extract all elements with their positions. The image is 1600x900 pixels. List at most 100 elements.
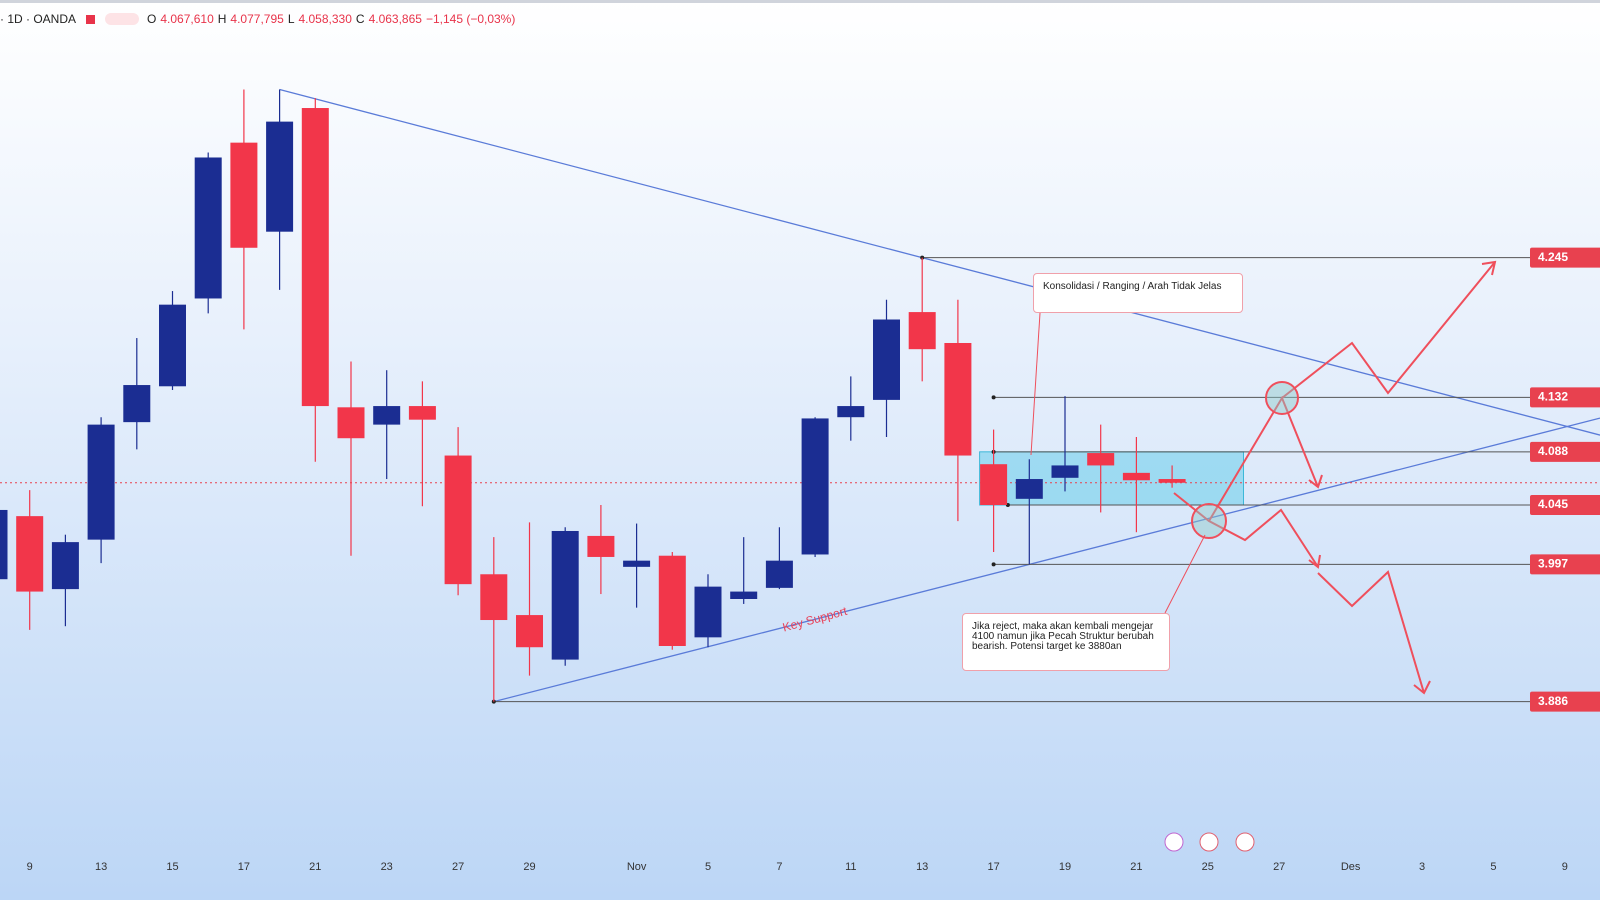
candle-body bbox=[623, 560, 651, 567]
x-tick-label: 27 bbox=[1273, 861, 1285, 873]
candle-body bbox=[373, 406, 401, 425]
level-tag bbox=[1530, 554, 1600, 575]
x-tick-label: 15 bbox=[166, 861, 178, 873]
x-tick-label: 27 bbox=[452, 861, 464, 873]
candle-body bbox=[1015, 479, 1043, 499]
candle-body bbox=[658, 555, 686, 646]
x-tick-label: 13 bbox=[916, 861, 928, 873]
ohlc-value: 4.058,330 bbox=[298, 12, 352, 26]
symbol-header: · 1D · OANDA O 4.067,610 H 4.077,795 L 4.05… bbox=[0, 12, 515, 26]
candle-body bbox=[837, 406, 865, 418]
event-icon bbox=[1164, 832, 1184, 852]
marker-circle bbox=[1265, 381, 1299, 415]
candle-body bbox=[51, 542, 79, 590]
candle-body bbox=[159, 304, 186, 387]
x-tick-label: 9 bbox=[27, 861, 33, 873]
arrow-head bbox=[1308, 554, 1321, 569]
projection bbox=[1030, 260, 1497, 695]
candle-body bbox=[551, 530, 579, 660]
status-pill bbox=[105, 13, 140, 25]
candle-body bbox=[337, 407, 365, 439]
flag-icon bbox=[86, 14, 96, 24]
event-icon bbox=[1235, 832, 1255, 852]
level-tag bbox=[1530, 387, 1600, 408]
arrow-head bbox=[1481, 260, 1497, 276]
note-connector bbox=[1164, 534, 1206, 614]
candle-body bbox=[908, 312, 936, 350]
level-label: 3.886 bbox=[1538, 694, 1568, 708]
arrow-head bbox=[1308, 474, 1323, 489]
candle-body bbox=[944, 342, 972, 456]
x-tick-label: 25 bbox=[1202, 861, 1214, 873]
x-tick-label: 23 bbox=[381, 861, 393, 873]
candle-body bbox=[480, 574, 508, 621]
candle-body bbox=[266, 121, 294, 232]
annotation-box: Konsolidasi / Ranging / Arah Tidak Jelas bbox=[1033, 273, 1243, 313]
candle-body bbox=[873, 319, 900, 400]
level-tag bbox=[1530, 247, 1600, 268]
candle-body bbox=[587, 535, 615, 557]
x-tick-label: 9 bbox=[1562, 861, 1568, 873]
candle-body bbox=[194, 157, 222, 299]
plot: 4.245 4.132 4.088 4.045 3.997 3.886 bbox=[0, 88, 1600, 712]
icons bbox=[1164, 832, 1255, 852]
ohlc-label: O bbox=[147, 12, 157, 26]
candle-body bbox=[408, 406, 436, 420]
x-tick-label: 17 bbox=[238, 861, 250, 873]
arrow-reject bbox=[1208, 395, 1319, 522]
level-label: 4.045 bbox=[1538, 497, 1568, 511]
candle-body bbox=[1087, 453, 1115, 466]
candle-body bbox=[1122, 472, 1150, 481]
x-tick-label: 13 bbox=[95, 861, 107, 873]
marker-circle bbox=[1191, 503, 1227, 539]
x-tick-label: 7 bbox=[776, 861, 782, 873]
arrow-target bbox=[1317, 570, 1425, 694]
x-tick-label: 29 bbox=[523, 861, 535, 873]
ohlc-value: 4.077,795 bbox=[230, 12, 284, 26]
x-tick-label: Nov bbox=[627, 861, 647, 873]
note-connector bbox=[1030, 312, 1041, 456]
ohlc-label: C bbox=[355, 12, 365, 26]
x-tick-label: 11 bbox=[845, 861, 856, 873]
ohlc-value: 4.067,610 bbox=[160, 12, 214, 26]
candle-body bbox=[516, 615, 543, 648]
trend-line bbox=[279, 88, 1600, 436]
level-label: 3.997 bbox=[1538, 557, 1568, 571]
candle-body bbox=[694, 586, 722, 638]
event-icon bbox=[1199, 832, 1219, 852]
symbol: · 1D · OANDA bbox=[0, 12, 77, 26]
candle-body bbox=[980, 464, 1008, 506]
annotation-box: Jika reject, maka akan kembali mengejar … bbox=[962, 613, 1170, 671]
x-tick-label: 19 bbox=[1059, 861, 1071, 873]
change: −1,145 (−0,03%) bbox=[425, 12, 516, 26]
ohlc-label: H bbox=[217, 12, 227, 26]
level-anchor bbox=[991, 395, 996, 400]
trend-line bbox=[493, 417, 1600, 703]
level-tag bbox=[1530, 691, 1600, 712]
level-anchor bbox=[991, 562, 996, 567]
candle-body bbox=[1051, 465, 1079, 478]
arrow-up bbox=[1281, 261, 1496, 399]
x-tick-label: 3 bbox=[1419, 861, 1425, 873]
ohlc-label: L bbox=[287, 12, 295, 26]
candle-body bbox=[801, 418, 829, 555]
candle-body bbox=[1158, 479, 1186, 483]
level-tag bbox=[1530, 441, 1600, 462]
candle-body bbox=[123, 385, 151, 423]
candle-body bbox=[87, 424, 115, 540]
candle-body bbox=[730, 591, 758, 599]
level-tag bbox=[1530, 495, 1600, 516]
x-tick-label: 21 bbox=[1130, 861, 1142, 873]
x-tick-label: Des bbox=[1341, 861, 1361, 873]
x-tick-label: 21 bbox=[309, 861, 321, 873]
ohlc-value: 4.063,865 bbox=[368, 12, 422, 26]
level-label: 4.088 bbox=[1538, 444, 1568, 458]
x-tick-label: 17 bbox=[987, 861, 999, 873]
arrow-break bbox=[1173, 492, 1319, 568]
candle-body bbox=[16, 516, 44, 592]
arrow-head bbox=[1413, 680, 1431, 695]
candle-body bbox=[444, 455, 472, 585]
x-tick-label: 5 bbox=[705, 861, 711, 873]
